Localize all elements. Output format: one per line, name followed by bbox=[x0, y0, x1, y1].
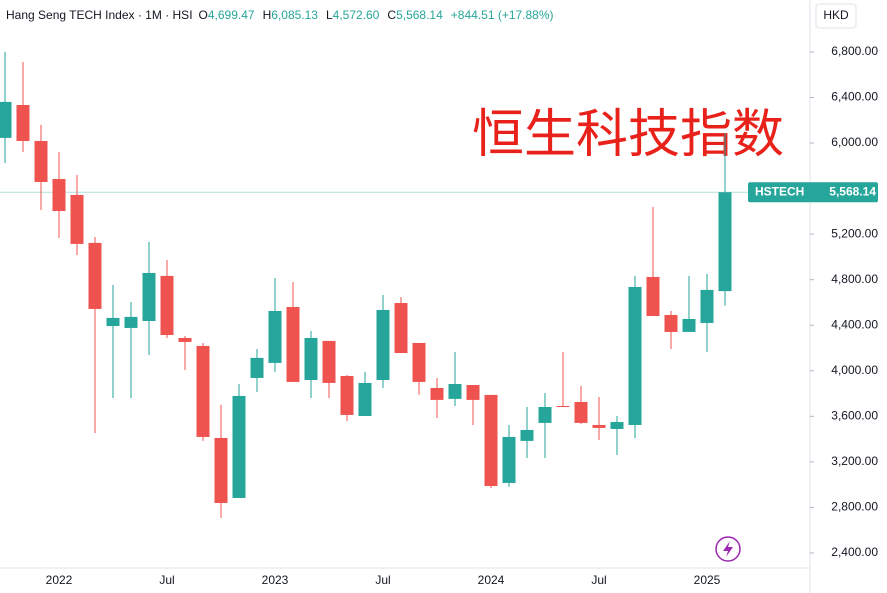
x-tick-label: 2024 bbox=[478, 573, 505, 587]
x-tick-label: 2023 bbox=[262, 573, 289, 587]
candle-body bbox=[124, 316, 138, 328]
candle-body bbox=[700, 289, 714, 323]
ohlc-value: 4,699.47 bbox=[208, 8, 255, 22]
candle-body bbox=[628, 286, 642, 425]
y-tick-label: 3,200.00 bbox=[831, 454, 878, 468]
replay-icon[interactable] bbox=[715, 536, 741, 562]
x-tick-label: 2025 bbox=[694, 573, 721, 587]
candle-body bbox=[322, 340, 336, 383]
candle-body bbox=[34, 140, 48, 182]
annotation: 恒生科技指数 bbox=[472, 105, 784, 165]
candle-body bbox=[304, 337, 318, 380]
candle-body bbox=[0, 101, 12, 138]
header-bg bbox=[0, 4, 640, 26]
candle-body bbox=[484, 394, 498, 487]
candle-body bbox=[196, 345, 210, 437]
candle-body bbox=[682, 318, 696, 332]
candle-body bbox=[520, 429, 534, 441]
ohlc-label: H bbox=[263, 8, 272, 22]
last-price-label: 5,568.14 bbox=[829, 184, 876, 198]
candle-body bbox=[106, 317, 120, 327]
x-tick-label: Jul bbox=[159, 573, 174, 587]
candle-body bbox=[448, 383, 462, 399]
ohlc-label: C bbox=[387, 8, 396, 22]
candle-body bbox=[160, 275, 174, 336]
candle-body bbox=[340, 376, 354, 415]
candle-body bbox=[718, 192, 732, 292]
candle-body bbox=[376, 309, 390, 380]
candle-body bbox=[88, 242, 102, 309]
y-tick-label: 2,800.00 bbox=[831, 500, 878, 514]
candle-body bbox=[250, 357, 264, 378]
y-tick-label: 3,600.00 bbox=[831, 408, 878, 422]
candle-body bbox=[268, 310, 282, 363]
candle-body bbox=[502, 436, 516, 483]
y-tick-label: 4,400.00 bbox=[831, 317, 878, 331]
candle-body bbox=[232, 395, 246, 498]
y-tick-label: 4,000.00 bbox=[831, 363, 878, 377]
y-tick-label: 6,800.00 bbox=[831, 44, 878, 58]
x-tick-label: 2022 bbox=[46, 573, 73, 587]
y-tick-label: 4,800.00 bbox=[831, 272, 878, 286]
ohlc-value: 4,572.60 bbox=[333, 8, 380, 22]
candle-body bbox=[178, 337, 192, 342]
candle-body bbox=[286, 307, 300, 382]
ohlc-value: 6,085.13 bbox=[271, 8, 318, 22]
candle-body bbox=[538, 406, 552, 423]
candle-body bbox=[430, 387, 444, 400]
candle-body bbox=[214, 437, 228, 503]
candle-body bbox=[466, 385, 480, 400]
price-tag bbox=[748, 182, 878, 203]
header: Hang Seng TECH Index · 1M · HSI O4,699.47… bbox=[6, 8, 554, 22]
y-tick-label: 6,400.00 bbox=[831, 90, 878, 104]
candle-body bbox=[358, 382, 372, 416]
candle-body bbox=[556, 405, 570, 407]
candle-body bbox=[70, 194, 84, 244]
candle-body bbox=[592, 424, 606, 428]
x-tick-label: Jul bbox=[591, 573, 606, 587]
candle-body bbox=[646, 276, 660, 316]
y-tick-label: 2,400.00 bbox=[831, 545, 878, 559]
currency-box[interactable] bbox=[815, 3, 857, 29]
candle-body bbox=[412, 342, 426, 382]
ohlc-label: L bbox=[326, 8, 333, 22]
change: +844.51 (+17.88%) bbox=[451, 8, 554, 22]
candle-body bbox=[394, 303, 408, 354]
y-tick-label: 5,200.00 bbox=[831, 226, 878, 240]
x-tick-label: Jul bbox=[375, 573, 390, 587]
candle-body bbox=[574, 401, 588, 423]
candle-body bbox=[664, 314, 678, 332]
symbol-label: HSTECH bbox=[755, 184, 804, 198]
ohlc-value: 5,568.14 bbox=[396, 8, 443, 22]
candle-body bbox=[610, 422, 624, 429]
candle-body bbox=[52, 179, 66, 212]
candle-body bbox=[142, 272, 156, 322]
currency: HKD bbox=[823, 8, 849, 22]
candle-body bbox=[16, 104, 30, 141]
ohlc-label: O bbox=[199, 8, 208, 22]
y-tick-label: 6,000.00 bbox=[831, 135, 878, 149]
header-title: Hang Seng TECH Index · 1M · HSI bbox=[6, 8, 193, 22]
